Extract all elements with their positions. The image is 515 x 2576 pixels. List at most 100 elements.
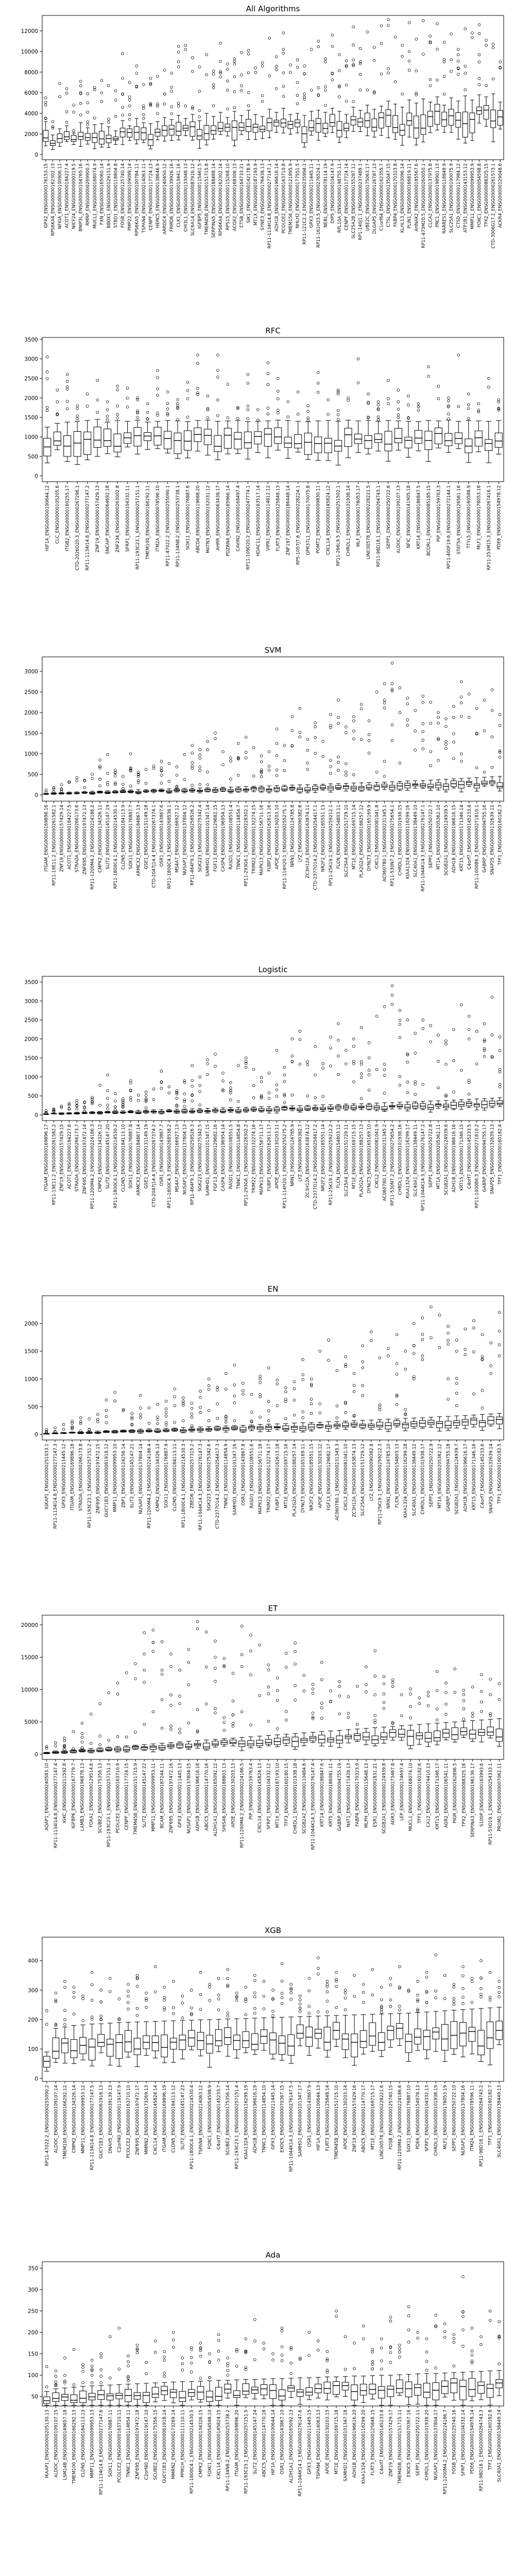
outlier-point <box>352 1060 355 1063</box>
box-item <box>318 1660 325 1747</box>
outlier-point <box>437 759 440 762</box>
outlier-point <box>260 760 263 764</box>
outlier-point <box>338 53 341 56</box>
outlier-point <box>105 1415 108 1418</box>
x-tick-label: RASD1_ENSG00000108551.5 <box>229 1124 234 1189</box>
outlier-point <box>83 1110 86 1113</box>
outlier-point <box>352 1045 355 1048</box>
outlier-point <box>301 1416 304 1419</box>
outlier-point <box>181 1399 185 1403</box>
x-tick-label: FLRT3_ENSG00000125848.14 <box>325 2085 330 2151</box>
box-item <box>78 80 84 147</box>
box-item <box>314 371 322 461</box>
box-item <box>203 53 210 145</box>
outlier-point <box>417 402 420 405</box>
outlier-point <box>190 1402 194 1405</box>
box-item <box>282 1386 289 1432</box>
iqr-box <box>190 121 196 137</box>
outlier-point <box>282 31 285 35</box>
box-item <box>316 1349 323 1429</box>
outlier-point <box>311 1715 315 1719</box>
box-item <box>342 725 349 791</box>
outlier-point <box>404 1367 407 1371</box>
outlier-point <box>212 83 215 87</box>
outlier-point <box>247 52 250 56</box>
outlier-point <box>310 1384 313 1387</box>
iqr-box <box>461 1419 469 1426</box>
outlier-point <box>378 1405 382 1409</box>
box-item <box>148 77 153 149</box>
box-item <box>52 1991 60 2063</box>
outlier-point <box>51 125 55 128</box>
box-item <box>294 391 302 453</box>
outlier-point <box>314 1096 317 1099</box>
outlier-point <box>497 1343 501 1346</box>
x-tick-label: MT1A_ENSG00000205362.12 <box>438 1444 443 1509</box>
x-tick-label: STRADA_ENSG00000266173.7 <box>75 1124 80 1192</box>
box-item <box>273 1048 280 1113</box>
outlier-point <box>282 48 285 51</box>
box-item <box>454 353 462 449</box>
x-tick-label: PIGR_ENSG00000162896.5 <box>453 1763 458 1823</box>
box-item <box>141 1631 148 1751</box>
outlier-point <box>437 1060 440 1063</box>
outlier-point <box>387 397 390 400</box>
outlier-point <box>437 716 440 719</box>
outlier-point <box>276 411 280 415</box>
box-item <box>123 1671 130 1753</box>
x-tick-label: ADH1B_ENSG00000196616.18 <box>196 1763 201 1831</box>
box-item <box>494 398 503 454</box>
outlier-point <box>352 737 355 740</box>
box-item <box>455 48 461 140</box>
box-item <box>92 86 98 149</box>
outlier-point <box>207 1388 211 1391</box>
outlier-point <box>452 740 455 744</box>
outlier-point <box>337 755 340 759</box>
outlier-point <box>114 98 117 101</box>
x-tick-label: MT1E_ENSG00000169715.17 <box>370 2085 375 2150</box>
outlier-point <box>261 94 264 97</box>
box-item <box>71 104 77 145</box>
iqr-box <box>434 104 440 125</box>
outlier-point <box>352 715 355 718</box>
box-item <box>79 1994 87 2060</box>
outlier-point <box>149 82 152 86</box>
x-tick-label: C4orf7_ENSG00000145233.6 <box>480 1444 486 1508</box>
iqr-box <box>309 1736 317 1741</box>
box-item <box>81 778 88 794</box>
iqr-box <box>462 111 468 138</box>
outlier-point <box>457 353 460 357</box>
iqr-box <box>341 2033 349 2050</box>
box-item <box>73 404 81 465</box>
outlier-point <box>143 1722 146 1726</box>
iqr-box <box>234 432 242 450</box>
x-tick-label: NHLH2_ENSG00000177551.5 <box>296 163 301 228</box>
outlier-point <box>306 404 310 408</box>
outlier-point <box>229 759 232 763</box>
iqr-box <box>427 111 433 127</box>
chart-panel: EN0500100015002000IGKAP1_ENSG00000251033… <box>24 1284 504 1530</box>
iqr-box <box>448 109 454 126</box>
x-tick-label: CTSL_ENSG00000135047.15 <box>386 163 391 227</box>
outlier-point <box>289 71 292 74</box>
outlier-point <box>457 405 460 409</box>
outlier-point <box>256 408 260 411</box>
box-item <box>203 1630 210 1751</box>
x-tick-label: ZBP1_ENSG00000124256.14 <box>122 1444 127 1508</box>
outlier-point <box>221 1088 225 1091</box>
outlier-point <box>406 1060 409 1064</box>
box-item <box>364 30 370 137</box>
x-tick-label: RP11-1200M4.2_ENSG00000224186.2 <box>90 805 95 890</box>
outlier-point <box>260 771 263 774</box>
iqr-box <box>420 114 426 135</box>
outlier-point <box>226 2011 229 2014</box>
outlier-point <box>196 1729 199 1733</box>
x-tick-label: SAMHD1_ENSG00000101347.17 <box>298 2085 303 2157</box>
iqr-box <box>161 2035 168 2058</box>
box-item <box>399 44 405 146</box>
outlier-point <box>490 766 494 769</box>
outlier-point <box>397 388 400 392</box>
iqr-box <box>251 2033 259 2050</box>
x-tick-label: SLIT2_ENSG00000145147.20 <box>106 1124 111 1189</box>
iqr-box <box>183 430 192 451</box>
